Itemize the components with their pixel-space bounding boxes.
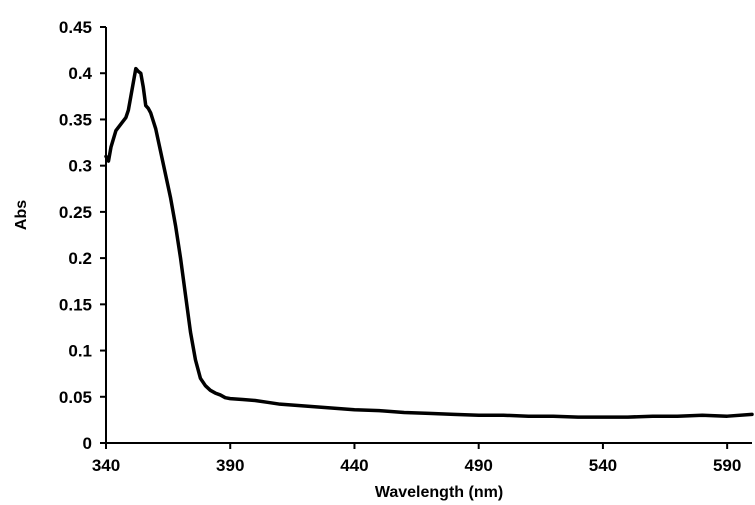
y-tick-label: 0.1 xyxy=(68,342,92,361)
x-tick-label: 390 xyxy=(216,456,244,475)
x-axis-title: Wavelength (nm) xyxy=(375,484,503,501)
y-tick-label: 0.05 xyxy=(59,388,92,407)
y-tick-label: 0.45 xyxy=(59,18,92,37)
x-tick-label: 540 xyxy=(589,456,617,475)
y-tick-label: 0.3 xyxy=(68,157,92,176)
y-tick-label: 0.25 xyxy=(59,203,92,222)
x-tick-label: 590 xyxy=(713,456,741,475)
x-tick-label: 490 xyxy=(465,456,493,475)
y-tick-label: 0.15 xyxy=(59,295,92,314)
x-tick-label: 340 xyxy=(92,456,120,475)
y-tick-labels: 0 0.05 0.1 0.15 0.2 0.25 0.3 0.35 0.4 0.45 xyxy=(59,18,93,453)
x-tick-label: 440 xyxy=(340,456,368,475)
x-tick-labels: 340 390 440 490 540 590 xyxy=(92,456,742,475)
y-tick-label: 0.35 xyxy=(59,110,92,129)
y-axis-title: Abs xyxy=(13,200,30,230)
y-tick-label: 0.2 xyxy=(68,249,92,268)
y-tick-label: 0.4 xyxy=(68,64,92,83)
absorbance-series-line xyxy=(104,66,754,419)
axis-ticks xyxy=(100,26,729,449)
y-tick-label: 0 xyxy=(83,434,92,453)
